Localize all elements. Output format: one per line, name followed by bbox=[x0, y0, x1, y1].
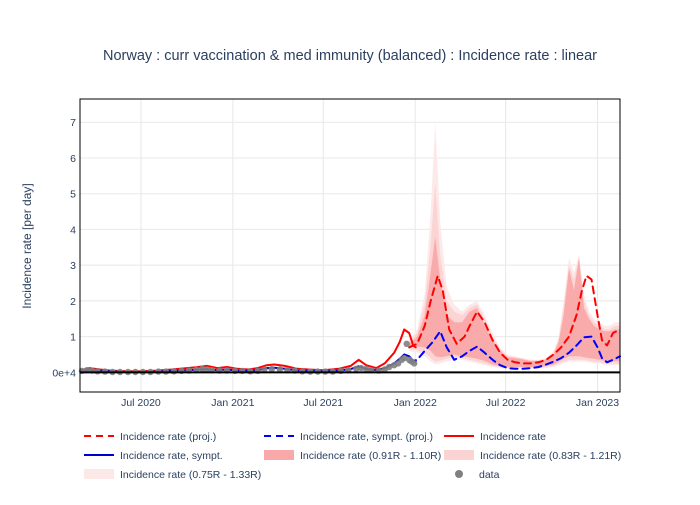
x-tick-label: Jan 2023 bbox=[576, 397, 619, 409]
data-point bbox=[403, 340, 410, 347]
legend-label: Incidence rate (0.91R - 1.10R) bbox=[300, 450, 441, 462]
legend-swatch-point bbox=[455, 470, 463, 478]
data-point bbox=[386, 363, 393, 371]
data-point bbox=[170, 368, 178, 375]
data-point bbox=[363, 365, 370, 372]
series-line-5 bbox=[79, 328, 417, 373]
grid-layer bbox=[80, 99, 620, 392]
legend-item[interactable]: Incidence rate, sympt. bbox=[84, 450, 223, 462]
legend-item[interactable]: Incidence rate (proj.) bbox=[84, 431, 216, 443]
legend-item[interactable]: Incidence rate (0.83R - 1.21R) bbox=[444, 450, 621, 462]
x-tick-label: Jul 2022 bbox=[486, 397, 526, 409]
legend-label: Incidence rate (proj.) bbox=[120, 431, 216, 443]
y-axis-label: Incidence rate [per day] bbox=[20, 183, 34, 308]
y-tick-label: 6 bbox=[70, 153, 76, 165]
legend-label: Incidence rate, sympt. (proj.) bbox=[300, 431, 433, 443]
legend-item[interactable]: Incidence rate (0.91R - 1.10R) bbox=[264, 450, 441, 462]
legend[interactable]: Incidence rate (proj.) Incidence rate, sy… bbox=[84, 431, 621, 481]
legend-item[interactable]: Incidence rate, sympt. (proj.) bbox=[264, 431, 433, 443]
y-tick-label: 1 bbox=[70, 332, 76, 344]
data-point bbox=[358, 364, 365, 372]
x-tick-label: Jul 2020 bbox=[121, 397, 161, 409]
chart-title: Norway : curr vaccination & med immunity… bbox=[103, 48, 597, 64]
y-tick-label: 4 bbox=[70, 224, 76, 236]
data-points-layer bbox=[78, 340, 418, 376]
data-point bbox=[268, 365, 275, 373]
y-tick-label: 7 bbox=[70, 117, 76, 129]
data-point bbox=[299, 368, 306, 375]
legend-label: data bbox=[479, 469, 500, 481]
y-tick-label: 5 bbox=[70, 189, 76, 201]
line-layer bbox=[79, 274, 621, 373]
data-point bbox=[353, 365, 360, 372]
y-tick-label: 0e+4 bbox=[52, 367, 76, 379]
data-point bbox=[94, 368, 101, 375]
x-tick-label: Jan 2021 bbox=[211, 397, 254, 409]
x-tick-label: Jul 2021 bbox=[303, 397, 343, 409]
axis-layer: 0e+4 1 2 3 4 5 6 7 Jul 2020 Jan 2021 Jul 2021 Jan 2… bbox=[52, 98, 621, 409]
legend-swatch-band bbox=[264, 450, 294, 460]
legend-item[interactable]: Incidence rate (0.75R - 1.33R) bbox=[84, 469, 261, 481]
legend-label: Incidence rate, sympt. bbox=[120, 450, 223, 462]
y-tick-label: 2 bbox=[70, 296, 76, 308]
data-point bbox=[411, 360, 418, 367]
legend-item[interactable]: Incidence rate bbox=[444, 431, 546, 443]
data-point bbox=[247, 368, 254, 375]
series-line-3 bbox=[408, 274, 621, 365]
series-line-4 bbox=[408, 330, 621, 370]
legend-label: Incidence rate (0.83R - 1.21R) bbox=[480, 450, 621, 462]
legend-label: Incidence rate (0.75R - 1.33R) bbox=[120, 469, 261, 481]
data-point bbox=[276, 366, 283, 373]
data-point bbox=[203, 366, 211, 373]
plot-frame bbox=[79, 98, 621, 393]
legend-item[interactable]: data bbox=[455, 469, 500, 481]
legend-label: Incidence rate bbox=[480, 431, 546, 443]
data-point bbox=[401, 354, 408, 362]
x-tick-label: Jan 2022 bbox=[394, 397, 437, 409]
legend-swatch-band bbox=[444, 450, 474, 460]
legend-swatch-band bbox=[84, 469, 114, 479]
series-band-2 bbox=[409, 236, 620, 367]
band-layer bbox=[409, 122, 620, 369]
y-tick-label: 3 bbox=[70, 260, 76, 272]
